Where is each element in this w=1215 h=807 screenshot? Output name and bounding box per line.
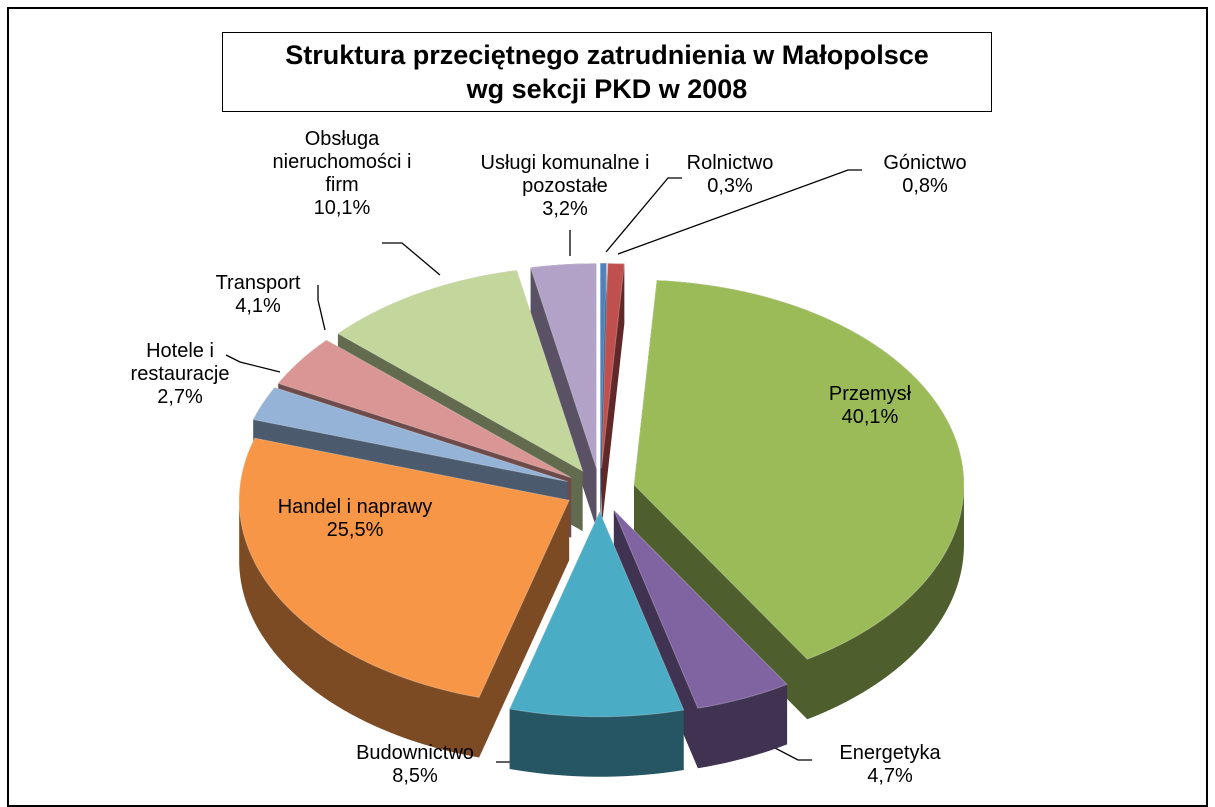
slice <box>613 509 789 709</box>
data-label: Budownictwo 8,5% <box>356 742 474 788</box>
data-label: Hotele i restauracje 2,7% <box>131 340 230 409</box>
category-label: Handel i naprawy <box>277 496 433 518</box>
slice <box>601 262 625 469</box>
leader-line <box>617 169 862 255</box>
data-label: Rolnictwo 0,3% <box>687 152 774 198</box>
leader-line <box>605 177 682 253</box>
pie <box>238 262 965 777</box>
slice <box>633 279 965 660</box>
value-label: 8,5% <box>392 765 438 787</box>
value-label: 40,1% <box>841 406 899 428</box>
slice <box>599 262 608 469</box>
category-label: Rolnictwo <box>686 152 774 174</box>
data-label: Usługi komunalne i pozostałe 3,2% <box>481 152 650 221</box>
chart-title: Struktura przeciętnego zatrudnienia w Ma… <box>222 32 992 112</box>
value-label: 3,2% <box>542 198 588 220</box>
value-label: 10,1% <box>313 197 371 219</box>
data-label: Handel i naprawy 25,5% <box>278 496 433 542</box>
value-label: 4,1% <box>235 295 281 317</box>
category-label: Obsługa nieruchomości i firm <box>272 128 412 196</box>
value-label: 25,5% <box>326 519 384 541</box>
category-label: Transport <box>215 272 301 294</box>
category-label: Gónictwo <box>883 152 967 174</box>
category-label: Hotele i restauracje <box>130 340 230 385</box>
data-label: Gónictwo 0,8% <box>883 152 966 198</box>
value-label: 2,7% <box>157 386 203 408</box>
leader-line <box>317 285 326 331</box>
data-label: Obsługa nieruchomości i firm 10,1% <box>273 128 412 220</box>
value-label: 4,7% <box>867 765 913 787</box>
leader-line <box>225 354 281 373</box>
category-label: Przemysł <box>828 383 912 405</box>
value-label: 0,8% <box>902 175 948 197</box>
slice <box>508 510 685 718</box>
slice <box>277 339 572 479</box>
value-label: 0,3% <box>707 175 753 197</box>
data-label: Transport 4,1% <box>216 272 301 318</box>
slice <box>252 386 568 483</box>
leader-line <box>382 242 441 276</box>
data-label: Przemysł 40,1% <box>829 383 911 429</box>
category-label: Energetyka <box>839 742 941 764</box>
category-label: Usługi komunalne i pozostałe <box>480 152 650 197</box>
slice <box>336 269 584 473</box>
data-label: Energetyka 4,7% <box>839 742 940 788</box>
category-label: Budownictwo <box>356 742 474 764</box>
slice <box>529 262 597 469</box>
slice <box>238 437 570 699</box>
